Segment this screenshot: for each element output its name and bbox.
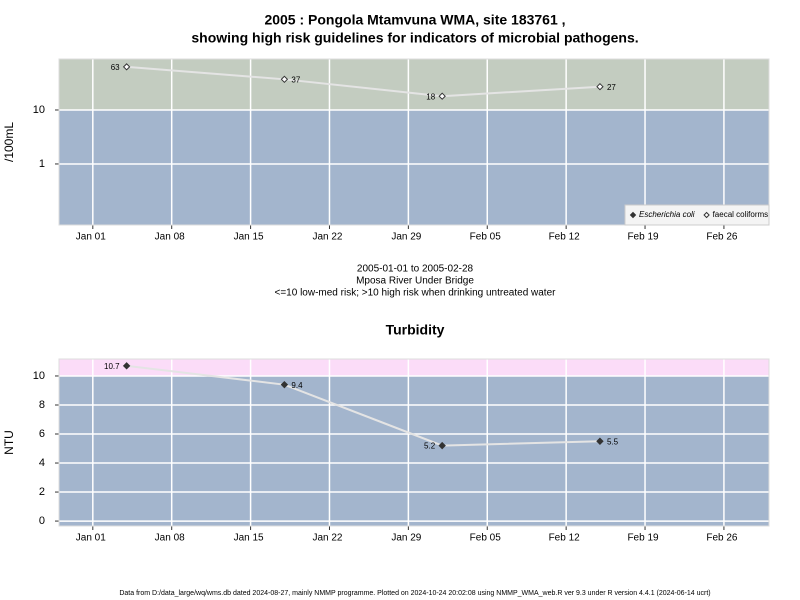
data-label: 10.7 xyxy=(104,362,120,371)
x-tick-label: Jan 22 xyxy=(312,232,342,243)
x-tick-label: Feb 12 xyxy=(549,533,581,544)
legend-box xyxy=(624,204,770,226)
data-label: 63 xyxy=(111,63,120,72)
legend-marker xyxy=(703,211,710,219)
footer: Data from D:/data_large/wq/wms.db dated … xyxy=(119,590,710,597)
data-point xyxy=(438,92,446,100)
x-tick-label: Feb 26 xyxy=(706,232,738,243)
y-tick-label: 1 xyxy=(39,158,45,170)
data-label: 5.2 xyxy=(424,442,436,451)
y-tick-label: 6 xyxy=(39,428,45,440)
x-tick-label: Jan 29 xyxy=(391,533,421,544)
chart-title: Turbidity xyxy=(386,322,445,338)
series-line xyxy=(126,364,600,447)
data-point xyxy=(596,437,604,445)
x-tick-label: Jan 01 xyxy=(76,533,106,544)
data-point xyxy=(438,441,446,450)
data-label: 27 xyxy=(607,83,616,92)
x-tick-label: Jan 08 xyxy=(155,232,185,243)
data-point xyxy=(122,362,131,370)
caption: <=10 low-med risk; >10 high risk when dr… xyxy=(275,288,557,299)
data-point xyxy=(280,380,289,389)
chart-title: showing high risk guidelines for indicat… xyxy=(191,30,638,46)
x-tick-label: Feb 26 xyxy=(706,533,738,544)
y-tick-label: 10 xyxy=(33,104,45,116)
legend-marker xyxy=(629,211,637,219)
x-tick-label: Jan 22 xyxy=(312,533,342,544)
y-axis-label: /100mL xyxy=(2,122,16,162)
x-tick-label: Feb 19 xyxy=(627,232,659,243)
y-tick-label: 8 xyxy=(39,399,45,411)
y-tick-label: 10 xyxy=(33,370,45,382)
band-below xyxy=(59,375,769,526)
legend-label: faecal coliforms xyxy=(713,210,769,219)
band-above xyxy=(59,59,769,110)
legend: Escherichia coli faecal coliforms xyxy=(624,204,770,226)
y-tick-label: 4 xyxy=(39,457,45,469)
data-point xyxy=(280,75,289,84)
x-tick-label: Feb 19 xyxy=(627,533,659,544)
plot-frame xyxy=(58,358,770,527)
data-label: 18 xyxy=(426,92,435,101)
x-tick-label: Jan 15 xyxy=(234,533,264,544)
data-label: 37 xyxy=(291,75,300,84)
x-tick-label: Jan 01 xyxy=(76,232,106,243)
y-axis-label: NTU xyxy=(2,430,16,455)
x-tick-label: Jan 29 xyxy=(391,232,421,243)
chart-title: 2005 : Pongola Mtamvuna WMA, site 183761… xyxy=(264,12,565,28)
x-tick-label: Feb 12 xyxy=(549,232,581,243)
x-tick-label: Feb 05 xyxy=(470,232,502,243)
y-tick-label: 0 xyxy=(39,515,45,527)
x-tick-label: Feb 05 xyxy=(470,533,502,544)
legend-label: Escherichia coli xyxy=(639,210,695,219)
band-above xyxy=(59,359,769,376)
data-label: 9.4 xyxy=(291,381,303,390)
plot-frame xyxy=(58,58,770,226)
x-tick-label: Jan 08 xyxy=(155,533,185,544)
data-point xyxy=(122,63,131,71)
x-tick-label: Jan 15 xyxy=(234,232,264,243)
caption: 2005-01-01 to 2005-02-28 xyxy=(357,264,474,275)
series-line xyxy=(126,65,601,98)
caption: Mposa River Under Bridge xyxy=(356,276,474,287)
data-label: 5.5 xyxy=(607,437,619,446)
data-point xyxy=(596,82,604,91)
y-tick-label: 2 xyxy=(39,486,45,498)
